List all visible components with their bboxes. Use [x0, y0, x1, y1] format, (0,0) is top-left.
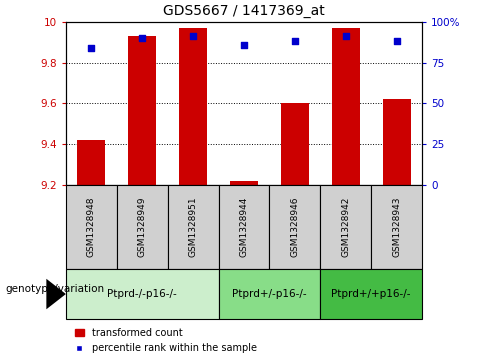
Text: Ptprd-/-p16-/-: Ptprd-/-p16-/-: [107, 289, 177, 299]
Bar: [269, 185, 320, 269]
Bar: [332, 28, 360, 185]
Bar: [77, 140, 105, 185]
Bar: [168, 185, 219, 269]
Bar: [179, 28, 207, 185]
Bar: [383, 99, 411, 185]
Bar: [320, 269, 422, 319]
Bar: [320, 185, 371, 269]
Point: [291, 38, 299, 44]
Bar: [230, 181, 258, 185]
Text: GSM1328948: GSM1328948: [87, 197, 96, 257]
Text: GSM1328949: GSM1328949: [138, 197, 147, 257]
Point: [342, 33, 350, 39]
Bar: [371, 185, 422, 269]
Text: GSM1328946: GSM1328946: [290, 197, 300, 257]
Bar: [117, 185, 168, 269]
Bar: [66, 185, 117, 269]
Text: GSM1328944: GSM1328944: [240, 197, 248, 257]
Text: genotype/variation: genotype/variation: [5, 284, 104, 294]
Point: [189, 33, 197, 39]
Bar: [219, 185, 269, 269]
Legend: transformed count, percentile rank within the sample: transformed count, percentile rank withi…: [71, 324, 261, 357]
Polygon shape: [46, 279, 66, 309]
Text: GSM1328942: GSM1328942: [341, 197, 350, 257]
Point: [87, 45, 95, 51]
Point: [138, 35, 146, 41]
Text: Ptprd+/-p16-/-: Ptprd+/-p16-/-: [232, 289, 307, 299]
Text: GSM1328951: GSM1328951: [188, 196, 198, 257]
Text: GSM1328943: GSM1328943: [392, 197, 401, 257]
Text: Ptprd+/+p16-/-: Ptprd+/+p16-/-: [331, 289, 411, 299]
Bar: [66, 269, 219, 319]
Point: [240, 42, 248, 48]
Point: [393, 38, 401, 44]
Bar: [219, 269, 320, 319]
Bar: [281, 103, 309, 185]
Title: GDS5667 / 1417369_at: GDS5667 / 1417369_at: [163, 4, 325, 18]
Bar: [128, 36, 156, 185]
